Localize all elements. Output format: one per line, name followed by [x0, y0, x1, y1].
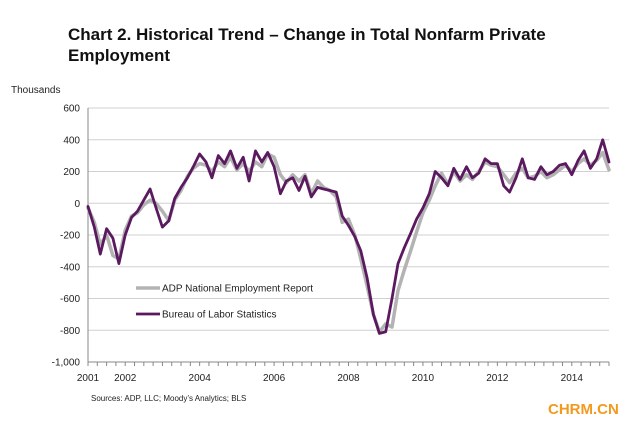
x-tick-label: 2014	[561, 373, 584, 384]
x-tick-label: 2004	[189, 373, 212, 384]
chart-source: Sources: ADP, LLC; Moody’s Analytics; BL…	[91, 394, 247, 403]
x-tick-label: 2006	[263, 373, 286, 384]
series-line	[86, 138, 611, 335]
legend-label: ADP National Employment Report	[162, 284, 313, 295]
y-tick-label: -400	[60, 262, 80, 273]
y-tick-label: 0	[74, 199, 80, 210]
y-tick-label: -1,000	[52, 358, 81, 369]
chart-title: Chart 2. Historical Trend – Change in To…	[68, 25, 546, 65]
axes: 600 400 200 0 -200 -400 -600 -800 -1,000 2001 2002…	[52, 104, 610, 384]
y-axis-label: Thousands	[11, 85, 61, 96]
x-tick-label: 2008	[337, 373, 360, 384]
watermark-logo: CHRM.CN	[548, 401, 619, 418]
y-tick-label: 600	[63, 104, 80, 115]
legend-label: Bureau of Labor Statistics	[162, 310, 277, 321]
x-tick-label: 2010	[412, 373, 435, 384]
y-tick-label: 400	[63, 135, 80, 146]
x-tick-label: 2002	[114, 373, 137, 384]
y-tick-label: -800	[60, 326, 80, 337]
y-tick-label: 200	[63, 167, 80, 178]
legend: ADP National Employment Report Bureau of …	[136, 284, 313, 321]
x-tick-label: 2001	[77, 373, 100, 384]
gridlines	[88, 107, 609, 363]
y-tick-label: -200	[60, 231, 80, 242]
series-lines	[86, 138, 611, 335]
x-tick-label: 2012	[486, 373, 509, 384]
y-tick-label: -600	[60, 294, 80, 305]
